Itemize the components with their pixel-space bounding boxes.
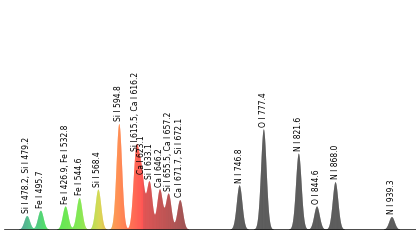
Text: Si I 655.5, Ca I 657.2: Si I 655.5, Ca I 657.2 bbox=[164, 112, 173, 191]
Text: Si I 478.2, Si I 479.2: Si I 478.2, Si I 479.2 bbox=[22, 137, 31, 213]
Text: Si I 633.1: Si I 633.1 bbox=[144, 144, 154, 179]
Text: Si I 615.5, Ca I 616.2: Si I 615.5, Ca I 616.2 bbox=[131, 72, 140, 151]
Text: N I 821.6: N I 821.6 bbox=[294, 117, 303, 151]
Text: Fe I 544.6: Fe I 544.6 bbox=[75, 158, 84, 195]
Text: O I 777.4: O I 777.4 bbox=[259, 92, 268, 126]
Text: Si I 594.8: Si I 594.8 bbox=[114, 86, 123, 121]
Text: Ca I 671.7, Si I 672.1: Ca I 671.7, Si I 672.1 bbox=[175, 118, 184, 198]
Text: N I 939.3: N I 939.3 bbox=[387, 180, 396, 214]
Text: Fe I 495.7: Fe I 495.7 bbox=[36, 170, 45, 208]
Text: N I 746.8: N I 746.8 bbox=[235, 148, 244, 183]
Text: Fe I 426.9, Fe I 532.8: Fe I 426.9, Fe I 532.8 bbox=[60, 124, 70, 204]
Text: N I 868.0: N I 868.0 bbox=[331, 145, 339, 179]
Text: O I 844.6: O I 844.6 bbox=[312, 169, 321, 204]
Text: Si I 568.4: Si I 568.4 bbox=[93, 151, 102, 187]
Text: Ca I 646.2: Ca I 646.2 bbox=[155, 148, 164, 187]
Text: Ca I 623.1: Ca I 623.1 bbox=[137, 135, 146, 174]
